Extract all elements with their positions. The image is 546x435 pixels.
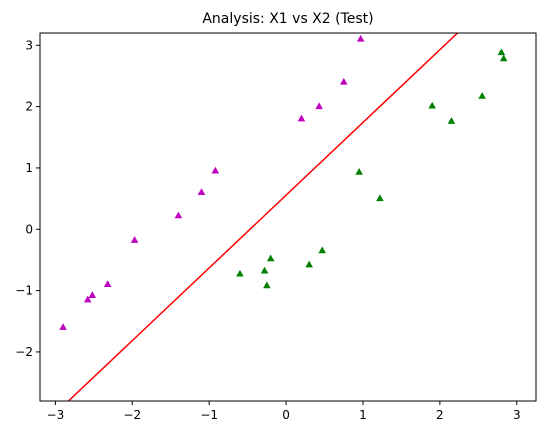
series-0-point-7 (211, 166, 220, 174)
series-1-point-3 (266, 254, 275, 262)
x-tick-label: −2 (123, 408, 141, 422)
y-tick-label: 3 (25, 38, 33, 52)
series-1-point-4 (305, 260, 313, 268)
series-0-point-0 (59, 323, 67, 330)
series-1-point-6 (355, 168, 363, 175)
series-1-point-8 (428, 101, 436, 109)
x-tick-label: 2 (436, 408, 444, 422)
x-tick-label: −3 (47, 408, 65, 422)
series-1-point-10 (478, 91, 486, 99)
y-tick-label: 2 (25, 100, 33, 114)
series-0-point-6 (197, 188, 206, 195)
chart-title: Analysis: X1 vs X2 (Test) (202, 11, 373, 27)
fit-line-0 (67, 33, 459, 401)
series-1-point-0 (236, 269, 244, 277)
plot-frame (39, 32, 537, 402)
series-0-point-4 (130, 236, 139, 243)
series-1-point-1 (260, 266, 269, 274)
plot-area (59, 33, 508, 401)
series-0-point-5 (174, 211, 183, 219)
series-1-point-7 (376, 194, 384, 202)
series-0-point-1 (83, 295, 92, 303)
series-1-point-9 (447, 117, 456, 124)
x-tick-label: −1 (200, 408, 218, 422)
series-0-point-11 (356, 34, 365, 42)
series-0-point-3 (103, 280, 112, 287)
series-1-point-2 (263, 281, 271, 289)
y-tick-label: 0 (25, 222, 33, 236)
series-1-point-11 (497, 48, 506, 56)
y-tick-label: 1 (25, 161, 33, 175)
x-tick-label: 1 (359, 408, 367, 422)
x-axis: −3 −2 −1 0 1 2 3 (47, 401, 521, 422)
x-tick-label: 3 (513, 408, 521, 422)
y-axis: −2 −1 0 1 2 3 (15, 38, 40, 359)
series-0-point-9 (315, 102, 323, 110)
x-tick-label: 0 (282, 408, 290, 422)
series-0-point-10 (339, 77, 348, 85)
series-1-point-12 (499, 54, 508, 62)
series-0-point-2 (88, 291, 97, 299)
series-0-point-8 (297, 114, 306, 122)
y-tick-label: −1 (15, 284, 33, 298)
series-1-point-5 (318, 246, 326, 254)
y-tick-label: −2 (15, 345, 33, 359)
